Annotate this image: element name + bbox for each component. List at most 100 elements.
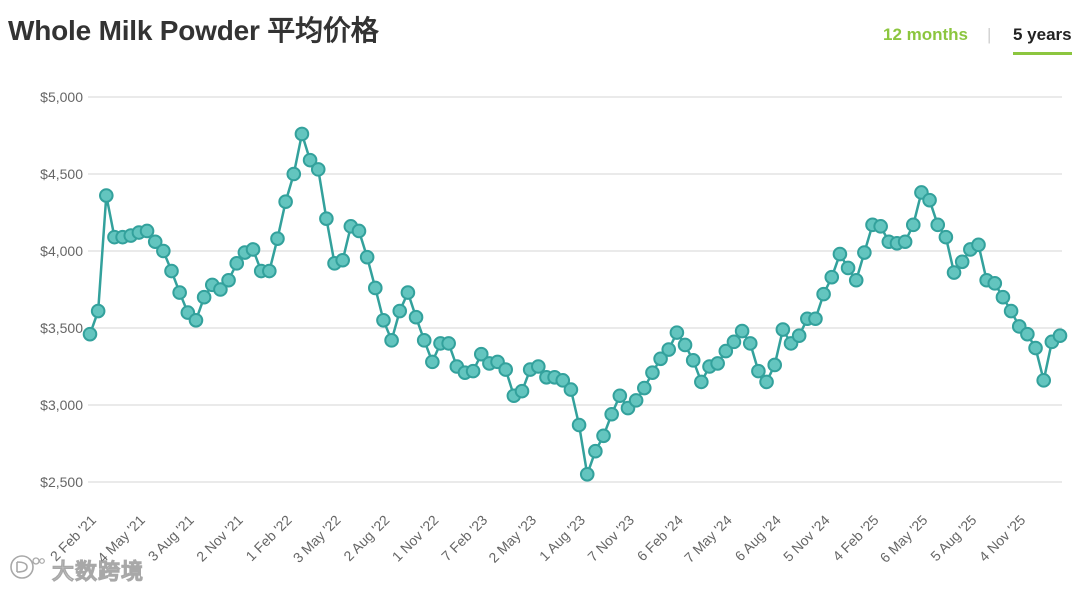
data-point[interactable] [498, 362, 514, 377]
data-point[interactable] [229, 256, 245, 271]
data-point[interactable] [1028, 340, 1043, 356]
data-point[interactable] [376, 313, 391, 328]
data-point[interactable] [636, 380, 652, 396]
data-point[interactable] [905, 217, 921, 233]
data-point[interactable] [563, 382, 579, 397]
data-point[interactable] [335, 252, 350, 268]
y-tick-label: $3,000 [40, 397, 83, 413]
data-point[interactable] [669, 325, 685, 340]
data-point[interactable] [302, 152, 318, 168]
data-point[interactable] [832, 246, 848, 262]
data-point[interactable] [294, 126, 310, 142]
data-point[interactable] [767, 357, 783, 373]
data-point[interactable] [677, 337, 693, 353]
x-tick-label: 1 Aug '23 [536, 512, 588, 564]
data-point[interactable] [1003, 303, 1019, 319]
data-point[interactable] [726, 334, 742, 350]
data-point[interactable] [840, 260, 856, 276]
data-point[interactable] [473, 346, 489, 362]
data-point[interactable] [946, 265, 962, 280]
data-point[interactable] [596, 428, 611, 444]
data-point[interactable] [465, 363, 481, 379]
data-point[interactable] [555, 373, 571, 388]
data-point[interactable] [400, 285, 416, 300]
data-point[interactable] [270, 231, 285, 246]
data-point[interactable] [971, 237, 986, 253]
data-point[interactable] [188, 313, 204, 328]
data-point[interactable] [791, 328, 807, 344]
x-tick-label: 5 Nov '24 [780, 512, 833, 565]
data-point[interactable] [694, 374, 709, 390]
data-point[interactable] [922, 192, 937, 208]
data-point[interactable] [90, 303, 106, 319]
data-point[interactable] [99, 188, 114, 203]
data-point[interactable] [718, 343, 734, 359]
data-point[interactable] [930, 217, 946, 233]
data-point[interactable] [147, 234, 163, 250]
data-point[interactable] [751, 363, 766, 379]
data-point[interactable] [1052, 328, 1068, 344]
data-point[interactable] [367, 280, 383, 296]
data-point[interactable] [873, 219, 888, 234]
data-point[interactable] [653, 351, 668, 367]
data-point[interactable] [938, 229, 954, 245]
data-point[interactable] [775, 322, 791, 337]
data-point[interactable] [441, 336, 456, 351]
data-point[interactable] [848, 272, 864, 288]
data-point[interactable] [278, 194, 293, 210]
x-tick-label: 2 Aug '22 [340, 512, 392, 564]
data-point[interactable] [213, 282, 228, 297]
data-point[interactable] [384, 333, 399, 348]
data-point[interactable] [514, 383, 530, 399]
data-point[interactable] [734, 323, 750, 339]
data-point[interactable] [164, 263, 179, 279]
data-point[interactable] [531, 359, 546, 374]
x-tick-label: 6 May '25 [877, 512, 931, 566]
data-point[interactable] [286, 166, 302, 182]
data-point[interactable] [612, 388, 628, 404]
data-point[interactable] [604, 406, 619, 422]
data-point[interactable] [710, 356, 725, 371]
data-point[interactable] [742, 336, 758, 351]
data-point[interactable] [392, 303, 408, 319]
y-tick-label: $4,500 [40, 166, 83, 182]
data-point[interactable] [425, 354, 440, 370]
data-point[interactable] [897, 234, 913, 250]
y-tick-label: $5,000 [40, 89, 83, 105]
data-point[interactable] [1036, 373, 1051, 388]
data-point[interactable] [310, 162, 326, 177]
data-point[interactable] [987, 276, 1003, 291]
x-tick-label: 1 Feb '22 [242, 512, 294, 564]
data-point[interactable] [857, 245, 872, 260]
tab-5-years[interactable]: 5 years [1013, 25, 1072, 55]
data-point[interactable] [661, 342, 677, 357]
data-point[interactable] [245, 242, 261, 257]
data-point[interactable] [156, 243, 171, 259]
data-point[interactable] [579, 467, 595, 482]
data-point[interactable] [824, 269, 840, 285]
data-point[interactable] [82, 326, 98, 342]
data-point[interactable] [408, 309, 424, 325]
tab-12-months[interactable]: 12 months [883, 25, 969, 44]
data-point[interactable] [351, 223, 367, 239]
data-point[interactable] [588, 443, 603, 459]
data-point[interactable] [808, 311, 823, 327]
data-point[interactable] [628, 393, 644, 408]
data-point[interactable] [319, 211, 334, 226]
data-point[interactable] [1020, 326, 1035, 342]
data-point[interactable] [172, 285, 187, 300]
data-point[interactable] [262, 263, 277, 279]
data-point[interactable] [359, 249, 375, 265]
data-point[interactable] [645, 365, 660, 380]
data-point[interactable] [816, 286, 831, 302]
data-point[interactable] [995, 289, 1011, 305]
data-point[interactable] [685, 353, 701, 368]
data-point[interactable] [221, 272, 236, 288]
data-point[interactable] [139, 223, 155, 239]
y-tick-label: $3,500 [40, 320, 83, 336]
data-point[interactable] [416, 333, 432, 348]
data-point[interactable] [196, 289, 212, 305]
data-point[interactable] [571, 417, 587, 433]
data-point[interactable] [759, 374, 774, 390]
data-point[interactable] [954, 254, 970, 270]
